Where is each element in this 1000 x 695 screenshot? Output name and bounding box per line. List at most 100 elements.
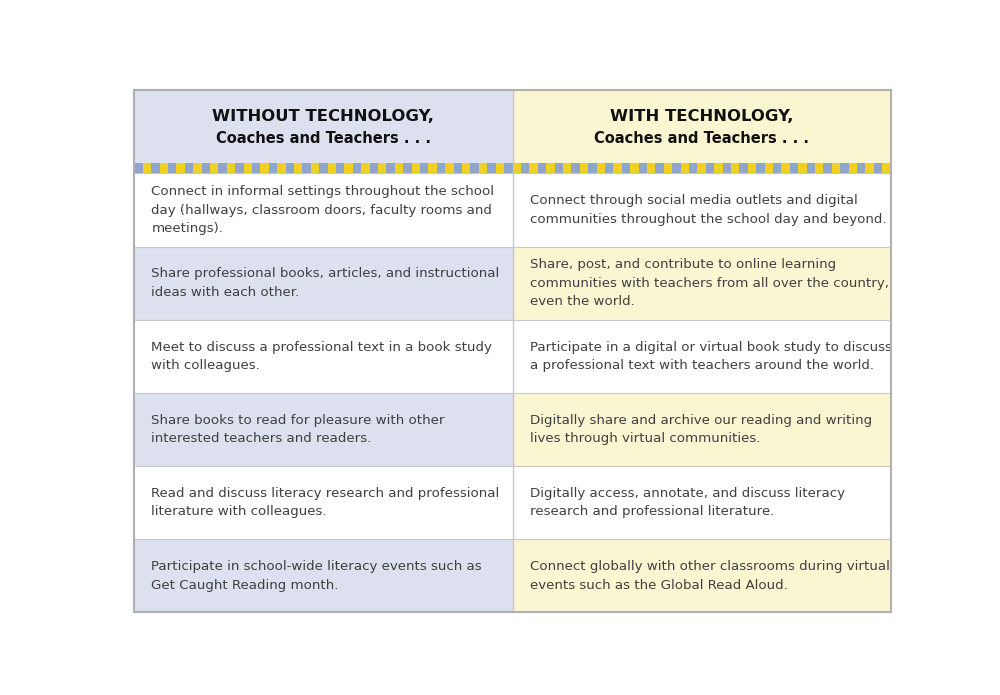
Bar [428,163,437,174]
Bar [134,90,512,163]
Bar [445,163,454,174]
Bar [781,163,790,174]
Bar [714,163,723,174]
Bar [865,163,874,174]
Bar [739,163,748,174]
Bar [798,163,807,174]
Bar [512,247,891,320]
Text: Participate in a digital or virtual book study to discuss
a professional text wi: Participate in a digital or virtual book… [530,341,891,372]
Bar [134,174,512,247]
Bar [689,163,697,174]
Bar [336,163,344,174]
Text: Coaches and Teachers . . .: Coaches and Teachers . . . [216,131,431,146]
Bar [823,163,832,174]
Bar [487,163,496,174]
Bar [773,163,781,174]
Bar [302,163,311,174]
Bar [664,163,672,174]
Bar [538,163,546,174]
Bar [697,163,706,174]
Bar [571,163,580,174]
Bar [412,163,420,174]
Bar [622,163,630,174]
Bar [437,163,445,174]
Bar [403,163,412,174]
Bar [815,163,823,174]
Bar [269,163,277,174]
Bar [470,163,479,174]
Bar [328,163,336,174]
Bar [202,163,210,174]
Bar [378,163,386,174]
Bar [218,163,227,174]
Bar [286,163,294,174]
Text: Connect through social media outlets and digital
communities throughout the scho: Connect through social media outlets and… [530,195,886,226]
Bar [479,163,487,174]
Bar [512,163,521,174]
Bar [882,163,891,174]
Bar [790,163,798,174]
Bar [344,163,353,174]
Bar [260,163,269,174]
Bar [639,163,647,174]
Bar [504,163,512,174]
Bar [613,163,622,174]
Bar [874,163,882,174]
Bar [420,163,428,174]
Bar [512,90,891,163]
Text: Digitally share and archive our reading and writing
lives through virtual commun: Digitally share and archive our reading … [530,414,872,445]
Text: WITHOUT TECHNOLOGY,: WITHOUT TECHNOLOGY, [212,108,434,124]
Bar [512,174,891,247]
Text: Share professional books, articles, and instructional
ideas with each other.: Share professional books, articles, and … [151,268,500,299]
Text: Coaches and Teachers . . .: Coaches and Teachers . . . [594,131,809,146]
Text: Participate in school-wide literacy events such as
Get Caught Reading month.: Participate in school-wide literacy even… [151,560,482,591]
Bar [143,163,151,174]
Bar [512,539,891,612]
Bar [227,163,235,174]
Bar [151,163,160,174]
Bar [160,163,168,174]
Bar [546,163,555,174]
Bar [731,163,739,174]
Bar [185,163,193,174]
Bar [840,163,849,174]
Bar [597,163,605,174]
Bar [134,466,512,539]
Bar [193,163,202,174]
Bar [134,163,143,174]
Bar [630,163,639,174]
Text: Connect globally with other classrooms during virtual
events such as the Global : Connect globally with other classrooms d… [530,560,889,591]
Bar [386,163,395,174]
Text: Share books to read for pleasure with other
interested teachers and readers.: Share books to read for pleasure with ot… [151,414,445,445]
Bar [748,163,756,174]
Bar [294,163,302,174]
Bar [723,163,731,174]
Bar [807,163,815,174]
Bar [588,163,597,174]
Bar [529,163,538,174]
Bar [756,163,765,174]
Bar [134,247,512,320]
Bar [244,163,252,174]
Bar [765,163,773,174]
Bar [512,393,891,466]
Bar [311,163,319,174]
Bar [832,163,840,174]
Bar [672,163,681,174]
Bar [849,163,857,174]
Bar [395,163,403,174]
Text: Meet to discuss a professional text in a book study
with colleagues.: Meet to discuss a professional text in a… [151,341,492,372]
Text: Connect in informal settings throughout the school
day (hallways, classroom door: Connect in informal settings throughout … [151,185,494,235]
Bar [580,163,588,174]
Bar [134,539,512,612]
Bar [857,163,865,174]
Bar [462,163,470,174]
Text: WITH TECHNOLOGY,: WITH TECHNOLOGY, [610,108,793,124]
Text: Digitally access, annotate, and discuss literacy
research and professional liter: Digitally access, annotate, and discuss … [530,487,845,518]
Text: Read and discuss literacy research and professional
literature with colleagues.: Read and discuss literacy research and p… [151,487,500,518]
Bar [605,163,613,174]
Bar [655,163,664,174]
Bar [361,163,370,174]
Bar [512,466,891,539]
Bar [176,163,185,174]
